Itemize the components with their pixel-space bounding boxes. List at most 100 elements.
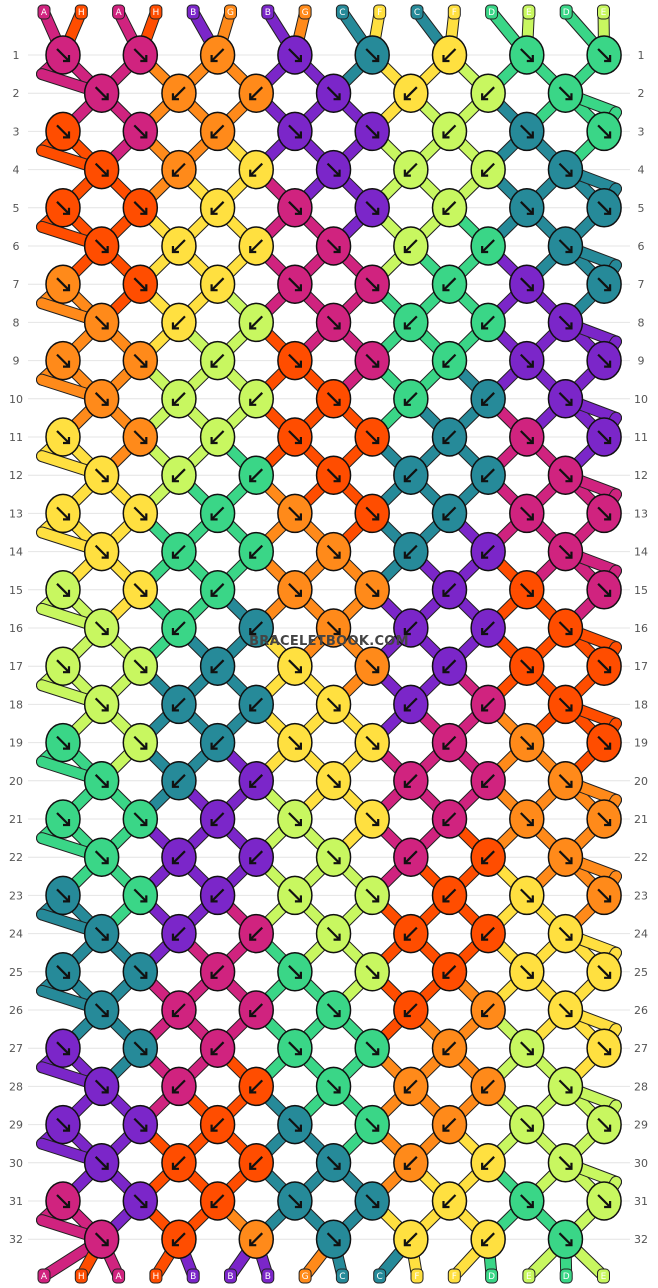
arrow-down-right-icon bbox=[56, 1117, 70, 1132]
knot bbox=[354, 35, 390, 75]
knot bbox=[431, 875, 468, 916]
arrow-down-left-icon bbox=[404, 850, 418, 864]
arrow-down-left-icon bbox=[249, 1003, 264, 1017]
row-number-left: 1 bbox=[13, 49, 20, 62]
knot bbox=[83, 1143, 120, 1183]
row-number-left: 19 bbox=[9, 737, 23, 750]
knot bbox=[199, 1104, 236, 1145]
knot bbox=[161, 1219, 197, 1259]
arrow-head-icon bbox=[333, 1086, 341, 1094]
arrow-head-icon bbox=[249, 1239, 257, 1247]
arrow-down-right-icon bbox=[365, 659, 379, 673]
arrow-head-icon bbox=[604, 437, 612, 445]
knot bbox=[393, 226, 429, 266]
arrow-head-icon bbox=[604, 666, 612, 674]
arrow-head-icon bbox=[210, 1048, 218, 1056]
row-number-right: 21 bbox=[634, 813, 648, 826]
arrow-down-right-icon bbox=[597, 812, 611, 826]
arrow-down-right-icon bbox=[365, 124, 379, 139]
arrow-down-left-icon bbox=[172, 544, 186, 559]
knot bbox=[45, 417, 81, 457]
arrow-head-icon bbox=[604, 1124, 612, 1132]
arrow-head-icon bbox=[249, 246, 257, 254]
arrow-down-right-icon bbox=[133, 1194, 148, 1208]
arrow-head-icon bbox=[171, 169, 179, 177]
arrow-head-icon bbox=[526, 895, 534, 903]
strand-end-cap bbox=[559, 4, 573, 20]
arrow-head-icon bbox=[403, 933, 411, 941]
arrow-down-right-icon bbox=[288, 888, 302, 903]
arrow-head-icon bbox=[604, 55, 612, 63]
arrow-head-icon bbox=[526, 819, 534, 827]
arrow-down-left-icon bbox=[172, 1156, 186, 1170]
arrow-down-right-icon bbox=[288, 1194, 302, 1208]
knot bbox=[315, 761, 352, 801]
strand-end-cap bbox=[522, 1268, 536, 1284]
arrow-head-icon bbox=[403, 1086, 411, 1094]
arrow-head-icon bbox=[63, 1048, 71, 1056]
row-number-right: 9 bbox=[638, 355, 645, 368]
strand-label-bottom: E bbox=[526, 1272, 532, 1282]
knot bbox=[122, 722, 159, 763]
knot bbox=[122, 799, 159, 839]
arrow-head-icon bbox=[565, 628, 573, 636]
arrow-head-icon bbox=[333, 704, 341, 712]
arrow-head-icon bbox=[481, 780, 489, 788]
arrow-down-right-icon bbox=[326, 239, 341, 253]
arrow-down-left-icon bbox=[249, 926, 264, 941]
strand-label-top: D bbox=[563, 8, 570, 18]
arrow-head-icon bbox=[101, 1162, 109, 1170]
strand-label-bottom: E bbox=[601, 1272, 607, 1282]
knot bbox=[509, 646, 545, 686]
row-number-right: 29 bbox=[634, 1119, 648, 1132]
arrow-head-icon bbox=[140, 971, 148, 979]
knot bbox=[393, 1066, 429, 1107]
knot bbox=[470, 379, 506, 419]
arrow-head-icon bbox=[526, 1124, 534, 1132]
arrow-down-left-icon bbox=[481, 86, 495, 100]
strand-end-cap bbox=[261, 4, 275, 20]
knot bbox=[354, 111, 390, 152]
knot bbox=[45, 493, 81, 534]
knot bbox=[83, 531, 120, 572]
knot bbox=[315, 990, 352, 1030]
knot bbox=[83, 226, 120, 266]
arrow-head-icon bbox=[171, 704, 179, 712]
arrow-down-right-icon bbox=[56, 583, 70, 597]
arrow-down-right-icon bbox=[558, 1003, 573, 1017]
arrow-head-icon bbox=[372, 437, 380, 445]
arrow-head-icon bbox=[403, 628, 411, 636]
knot bbox=[431, 799, 468, 839]
arrow-down-left-icon bbox=[442, 888, 457, 903]
arrow-head-icon bbox=[442, 284, 450, 292]
knot bbox=[161, 761, 197, 801]
knot bbox=[547, 1219, 584, 1259]
arrow-down-right-icon bbox=[56, 124, 70, 139]
arrow-head-icon bbox=[249, 628, 257, 636]
row-number-left: 17 bbox=[9, 660, 23, 673]
row-number-right: 1 bbox=[638, 49, 645, 62]
knot bbox=[393, 379, 429, 419]
knot bbox=[238, 1143, 274, 1183]
knot bbox=[354, 340, 390, 381]
knot bbox=[315, 684, 352, 725]
arrow-head-icon bbox=[210, 437, 218, 445]
knot bbox=[45, 1104, 81, 1145]
arrow-head-icon bbox=[604, 971, 612, 979]
arrow-head-icon bbox=[294, 895, 302, 903]
knot bbox=[431, 264, 468, 304]
arrow-down-right-icon bbox=[326, 1232, 341, 1246]
knot bbox=[45, 722, 81, 763]
strand-label-bottom: B bbox=[190, 1272, 196, 1282]
knot bbox=[277, 493, 313, 534]
knot bbox=[354, 1181, 390, 1221]
arrow-down-left-icon bbox=[404, 468, 418, 482]
row-number-left: 27 bbox=[9, 1042, 23, 1055]
arrow-head-icon bbox=[565, 169, 573, 177]
arrow-head-icon bbox=[372, 131, 380, 139]
knot bbox=[509, 799, 545, 839]
arrow-head-icon bbox=[372, 360, 380, 368]
arrow-down-left-icon bbox=[442, 1117, 457, 1132]
arrow-head-icon bbox=[140, 284, 148, 292]
arrow-head-icon bbox=[294, 55, 302, 63]
